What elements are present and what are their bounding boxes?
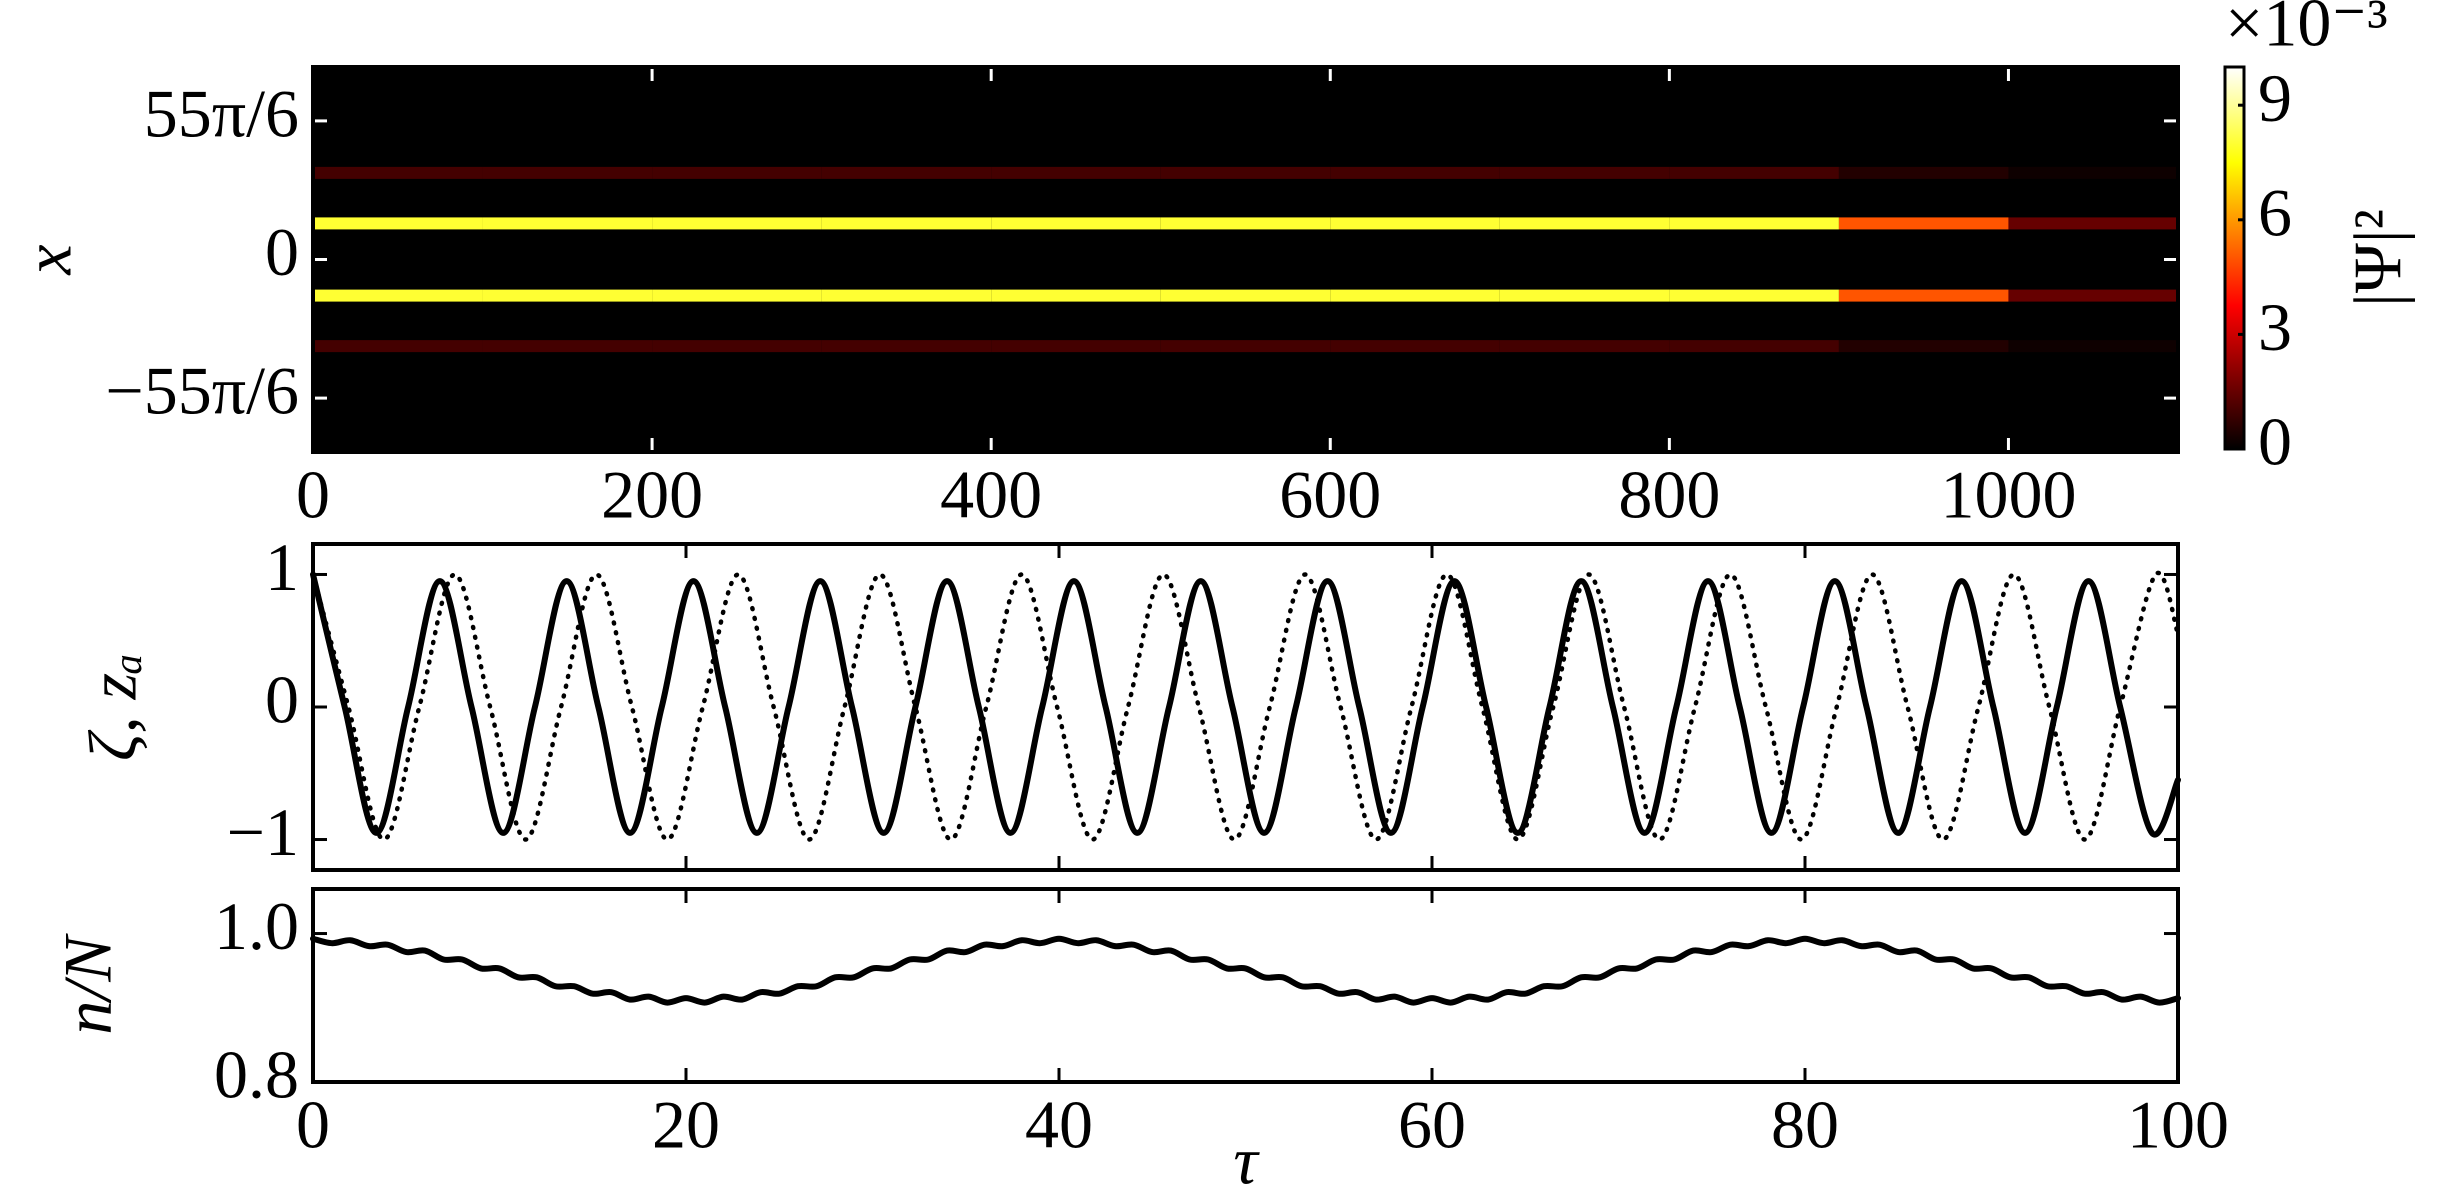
heatmap-cell [482, 289, 653, 302]
heatmap-cell [821, 289, 992, 302]
heatmap-background [313, 67, 2178, 452]
heatmap-cell [2008, 340, 2178, 353]
heatmap-cell [313, 166, 483, 179]
x-tick-label: 40 [1025, 1087, 1093, 1163]
annotation: VIII [321, 362, 434, 438]
series-line [310, 571, 2181, 838]
heatmap-cell [821, 166, 992, 179]
heatmap-cell [482, 340, 653, 353]
heatmap-cell [482, 217, 653, 230]
x-tick-label: 1000 [1940, 457, 2076, 533]
heatmap-cell [652, 340, 822, 353]
heatmap-cell [1160, 289, 1331, 302]
x-tick-label: 0 [296, 457, 330, 533]
x-tick-label: 600 [1279, 457, 1381, 533]
heatmap-cell [991, 217, 1161, 230]
heatmap-cell [1838, 166, 2009, 179]
plot-frame [311, 542, 2180, 872]
y-tick-label: −1 [227, 794, 299, 870]
heatmap-cell [1330, 166, 1500, 179]
y-tick-label: 1 [265, 529, 299, 605]
heatmap-cell [1499, 166, 1670, 179]
x-tick-label: 20 [652, 1087, 720, 1163]
heatmap-cell [1669, 289, 1839, 302]
colorbar-tick-label: 6 [2258, 174, 2292, 250]
x-tick-label: 400 [940, 457, 1042, 533]
heatmap-cell [652, 289, 822, 302]
x-tick-label: 200 [601, 457, 703, 533]
heatmap-cell [1669, 340, 1839, 353]
heatmap-cell [1499, 340, 1670, 353]
y-tick-label: −55π/6 [105, 353, 299, 429]
heatmap-cell [1669, 166, 1839, 179]
heatmap-cell [482, 166, 653, 179]
heatmap-cell [1838, 217, 2009, 230]
colorbar-tick-label: 9 [2258, 60, 2292, 136]
heatmap-cell [1499, 217, 1670, 230]
y-tick-label: 0 [265, 662, 299, 738]
heatmap-cell [1160, 217, 1331, 230]
plot-frame [311, 65, 2180, 454]
x-tick-label: 60 [1398, 1087, 1466, 1163]
heatmap-cell [1838, 340, 2009, 353]
y-tick-label: 55π/6 [144, 76, 299, 152]
heatmap-cell [1669, 217, 1839, 230]
heatmap-cell [991, 166, 1161, 179]
y-axis-label: ζ, zₐ [75, 653, 151, 761]
heatmap-cell [1160, 166, 1331, 179]
x-tick-label: 0 [296, 1087, 330, 1163]
y-axis-label: x [10, 244, 86, 275]
x-tick-label: 800 [1618, 457, 1720, 533]
heatmap-cell [991, 340, 1161, 353]
heatmap-cell [1330, 340, 1500, 353]
y-tick-label: 0 [265, 214, 299, 290]
x-axis-label: τ [1233, 1123, 1260, 1199]
series-line [310, 570, 2181, 842]
x-tick-label: 100 [2127, 1087, 2229, 1163]
plot-frame [311, 887, 2180, 1084]
heatmap-cell [2008, 166, 2178, 179]
heatmap-cell [1838, 289, 2009, 302]
heatmap-cell [2008, 289, 2178, 302]
heatmap-cell [1499, 289, 1670, 302]
heatmap-cell [821, 340, 992, 353]
y-axis-label: n/N [50, 933, 126, 1035]
heatmap-cell [313, 289, 483, 302]
heatmap-cell [313, 217, 483, 230]
y-tick-label: 0.8 [214, 1037, 299, 1113]
colorbar [2223, 65, 2246, 451]
heatmap-cell [821, 217, 992, 230]
x-tick-label: 80 [1771, 1087, 1839, 1163]
heatmap-cell [1160, 340, 1331, 353]
heatmap-cell [2008, 217, 2178, 230]
heatmap-cell [652, 166, 822, 179]
heatmap-cell [991, 289, 1161, 302]
colorbar-tick-label: 0 [2258, 404, 2292, 480]
series-line [310, 935, 2181, 1006]
heatmap-cell [652, 217, 822, 230]
colorbar-label: |Ψ|² [2340, 209, 2416, 307]
colorbar-multiplier: ×10⁻³ [2225, 0, 2388, 61]
y-tick-label: 1.0 [214, 888, 299, 964]
heatmap-cell [313, 340, 483, 353]
heatmap-cell [1330, 289, 1500, 302]
heatmap-cell [1330, 217, 1500, 230]
colorbar-tick-label: 3 [2258, 289, 2292, 365]
